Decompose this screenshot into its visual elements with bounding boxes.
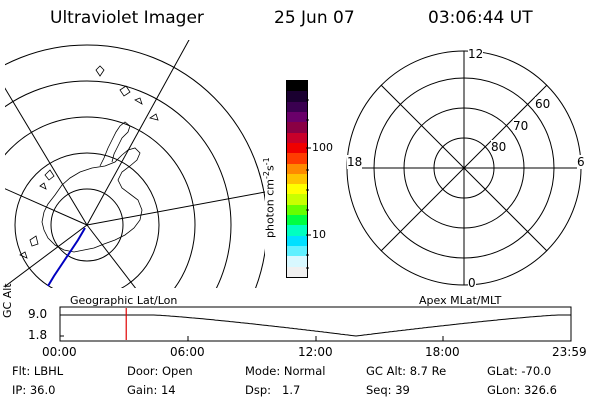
- orbit-y-tick-high: 9.0: [28, 307, 48, 321]
- antarctica-coastline: [41, 147, 143, 253]
- colorbar-segment: [287, 153, 307, 164]
- colorbar-segment: [287, 91, 307, 102]
- geo-meridian: [86, 40, 190, 226]
- colorbar-segment: [287, 101, 307, 112]
- geo-meridian: [86, 224, 137, 288]
- colorbar-segment: [287, 256, 307, 267]
- geo-lat-circle: [5, 44, 265, 288]
- colorbar-segment: [287, 194, 307, 205]
- colorbar-segment: [287, 81, 307, 92]
- colorbar-segment: [287, 163, 307, 174]
- colorbar-segment: [287, 142, 307, 154]
- status-mode: Mode: Normal: [245, 364, 326, 378]
- geo-lat-circle: [5, 80, 232, 288]
- mlat-label-80: 80: [491, 140, 507, 154]
- orbit-x-tick: 06:00: [170, 345, 205, 359]
- status-ip: IP: 36.0: [12, 383, 56, 397]
- geo-lat-circle: [14, 152, 160, 288]
- geo-lat-circle: [50, 188, 124, 262]
- orbit-x-tick: 00:00: [42, 345, 77, 359]
- status-gain: Gain: 14: [127, 383, 176, 397]
- colorbar-segment: [287, 246, 307, 257]
- orbit-x-tick: 18:00: [425, 345, 460, 359]
- date-label: 25 Jun 07: [274, 8, 355, 28]
- colorbar-segment: [287, 173, 307, 185]
- colorbar-segment: [287, 122, 307, 133]
- status-gc-alt: GC Alt: 8.7 Re: [366, 364, 447, 378]
- geo-meridian: [5, 87, 88, 226]
- mlat-label-60: 60: [535, 97, 551, 111]
- orbit-plot-frame: [59, 306, 572, 342]
- island-coastline: [19, 169, 55, 259]
- orbit-altitude-curve: [60, 314, 571, 337]
- colorbar-segment: [287, 215, 307, 226]
- time-label: 03:06:44 UT: [428, 8, 533, 28]
- colorbar-tick-100: 100: [312, 141, 333, 154]
- status-door: Door: Open: [127, 364, 193, 378]
- colorbar-segment: [287, 111, 307, 123]
- geo-meridian: [5, 188, 88, 226]
- orbit-x-tick: 23:59: [552, 345, 587, 359]
- island-coastline: [95, 65, 159, 121]
- geo-meridian: [86, 191, 265, 226]
- instrument-title: Ultraviolet Imager: [50, 8, 204, 28]
- geo-lat-circle: [5, 116, 196, 288]
- satellite-track: [47, 227, 86, 287]
- colorbar-tick-10: 10: [312, 228, 326, 241]
- status-dsp: Dsp: 1.7: [245, 383, 301, 397]
- mlt-label-6: 6: [577, 155, 585, 169]
- peninsula-coastline: [99, 121, 131, 167]
- mlt-label-0: 0: [468, 276, 476, 290]
- status-flt: Flt: LBHL: [12, 364, 64, 378]
- orbit-x-tick: 12:00: [298, 345, 333, 359]
- colorbar-segment: [287, 235, 307, 246]
- mlt-label-18: 18: [347, 155, 363, 169]
- mlt-line-diagonal: [380, 84, 548, 252]
- status-seq: Seq: 39: [366, 383, 410, 397]
- colorbar: [286, 80, 308, 278]
- orbit-y-tick-low: 1.8: [28, 328, 48, 342]
- mlat-label-70: 70: [513, 119, 529, 133]
- status-glon: GLon: 326.6: [487, 383, 557, 397]
- colorbar-segment: [287, 204, 307, 216]
- colorbar-segment: [287, 132, 307, 143]
- geo-meridian: [5, 224, 88, 287]
- colorbar-segment: [287, 266, 307, 277]
- status-glat: GLat: -70.0: [487, 364, 552, 378]
- colorbar-segment: [287, 184, 307, 195]
- geo-panel-label: Geographic Lat/Lon: [70, 294, 178, 307]
- colorbar-segment: [287, 225, 307, 236]
- mag-panel-label: Apex MLat/MLT: [419, 294, 502, 307]
- mlt-label-12: 12: [468, 47, 484, 61]
- orbit-y-axis-label: GC Alt: [1, 283, 14, 318]
